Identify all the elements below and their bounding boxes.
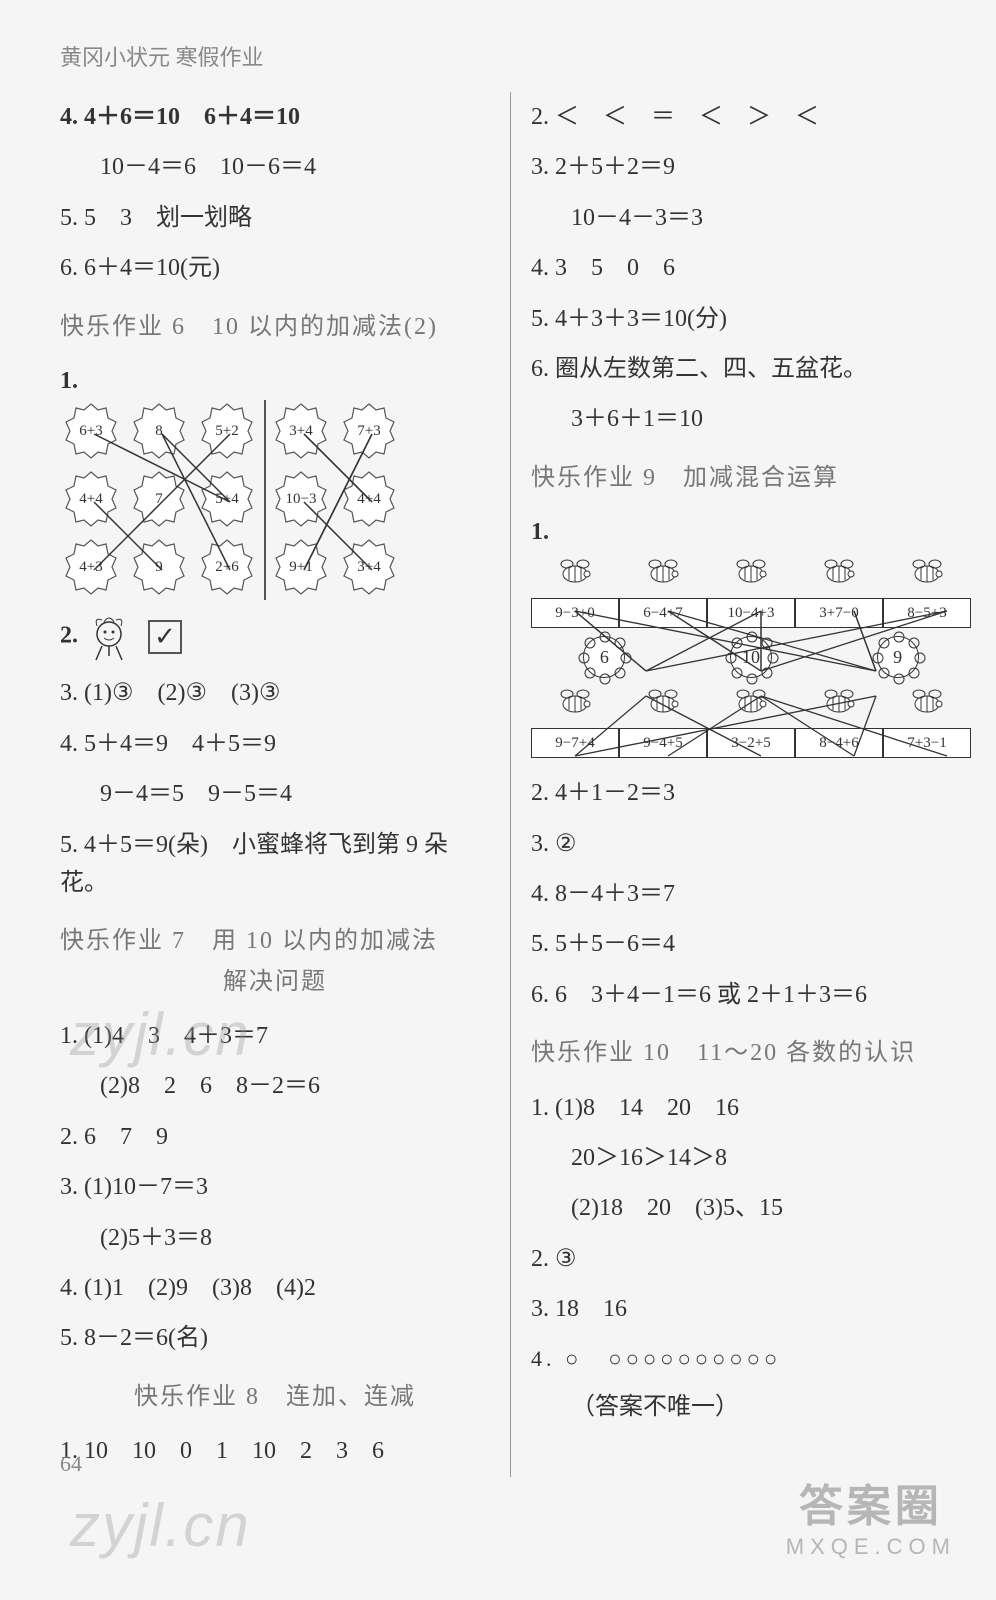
leaf-cell: 7 bbox=[128, 468, 190, 530]
ans-line: 4. 3 5 0 6 bbox=[531, 249, 971, 287]
bee-bottom: 9−7+4 bbox=[531, 686, 619, 758]
ans-line: 5. 5＋5－6＝4 bbox=[531, 925, 971, 963]
ans-line: 3. (1)10－7＝3 bbox=[60, 1168, 490, 1206]
q-label: 1. bbox=[531, 519, 549, 545]
ans-line: 2. 6 7 9 bbox=[60, 1118, 490, 1156]
ans-line: 3. 18 16 bbox=[531, 1290, 971, 1328]
leaf-cell: 10−3 bbox=[270, 468, 332, 530]
q-label: 2. bbox=[60, 623, 78, 649]
ans-line: (2)8 2 6 8－2＝6 bbox=[60, 1067, 490, 1105]
section-title: 快乐作业 6 10 以内的加减法(2) bbox=[60, 308, 490, 346]
page-number: 64 bbox=[60, 1451, 82, 1477]
ans-line: （答案不唯一） bbox=[531, 1388, 971, 1426]
section-title: 快乐作业 7 用 10 以内的加减法 bbox=[60, 922, 490, 960]
bee-top: 3+7−0 bbox=[795, 556, 883, 628]
ans-line: 1. (1)4 3 4＋3＝7 bbox=[60, 1017, 490, 1055]
ans-line: 5. 4＋5＝9(朵) 小蜜蜂将飞到第 9 朵花。 bbox=[60, 826, 490, 903]
bee-bottom: 9−4+5 bbox=[619, 686, 707, 758]
leaf-cell: 9+1 bbox=[270, 536, 332, 598]
leaf-cell: 3+4 bbox=[338, 536, 400, 598]
bee-top: 6−4+7 bbox=[619, 556, 707, 628]
flower-node: 9 bbox=[877, 636, 919, 678]
leaf-cell: 4+4 bbox=[338, 468, 400, 530]
ans-line: 2. 4＋1－2＝3 bbox=[531, 774, 971, 812]
ans-line: 3. (1)③ (2)③ (3)③ bbox=[60, 674, 490, 712]
bee-bottom: 8−4+6 bbox=[795, 686, 883, 758]
ans-line: 4. ○ ○○○○○○○○○○ bbox=[531, 1341, 971, 1376]
ans-line: 5. 8－2＝6(名) bbox=[60, 1319, 490, 1357]
ans-line: 4. 8－4＋3＝7 bbox=[531, 875, 971, 913]
ans-line: 4. 5＋4＝9 4＋5＝9 bbox=[60, 725, 490, 763]
q-label: 1. bbox=[60, 368, 78, 394]
flower-node: 6 bbox=[583, 636, 625, 678]
section-title: 快乐作业 8 连加、连减 bbox=[60, 1378, 490, 1416]
ans-line: 1. 10 10 0 1 10 2 3 6 bbox=[60, 1432, 490, 1470]
leaf-cell: 6+3 bbox=[60, 400, 122, 462]
leaf-cell: 4+3 bbox=[60, 536, 122, 598]
ans-line: 1. (1)8 14 20 16 bbox=[531, 1089, 971, 1127]
ans-line: 2. ③ bbox=[531, 1240, 971, 1278]
ans-line: 6. 6＋4＝10(元) bbox=[60, 249, 490, 287]
q2: 2. ✓ bbox=[60, 612, 490, 662]
ans-line: 6. 圈从左数第二、四、五盆花。 bbox=[531, 350, 971, 388]
leaf-cell: 5+4 bbox=[196, 468, 258, 530]
ans-line: (2)5＋3＝8 bbox=[60, 1219, 490, 1257]
leaf-cell: 7+3 bbox=[338, 400, 400, 462]
ans-line: 10－4＝6 10－6＝4 bbox=[60, 148, 490, 186]
leaf-cell: 5+2 bbox=[196, 400, 258, 462]
q1-bees: 1. 9−3+06−4+710−4+33+7−08−5+3 6 10 9 9−7+49−… bbox=[531, 513, 971, 762]
stamp: 答案圈 MXQE.COM bbox=[786, 1470, 956, 1560]
column-divider bbox=[510, 92, 511, 1477]
stamp-title: 答案圈 bbox=[786, 1470, 956, 1534]
section-title: 解决问题 bbox=[60, 963, 490, 1001]
checkmark: ✓ bbox=[148, 620, 182, 654]
left-column: 4. 4＋6＝10 6＋4＝10 10－4＝6 10－6＝4 5. 5 3 划一… bbox=[60, 92, 490, 1477]
ans-line: 4. 4＋6＝10 6＋4＝10 bbox=[60, 98, 490, 136]
leaf-cell: 8 bbox=[128, 400, 190, 462]
ans-line: 5. 4＋3＋3＝10(分) bbox=[531, 300, 971, 338]
bee-top: 9−3+0 bbox=[531, 556, 619, 628]
leaf-cell: 4+4 bbox=[60, 468, 122, 530]
ans-line: 2. ＜ ＜ ＝ ＜ ＞ ＜ bbox=[531, 98, 971, 136]
leaf-cell: 3+4 bbox=[270, 400, 332, 462]
ans-line: 3. 2＋5＋2＝9 bbox=[531, 148, 971, 186]
ans-line: 5. 5 3 划一划略 bbox=[60, 199, 490, 237]
ans-line: 4. (1)1 (2)9 (3)8 (4)2 bbox=[60, 1269, 490, 1307]
stamp-url: MXQE.COM bbox=[786, 1534, 956, 1560]
ans-line: (2)18 20 (3)5、15 bbox=[531, 1189, 971, 1227]
section-title: 快乐作业 10 11～20 各数的认识 bbox=[531, 1034, 971, 1072]
leaf-cell: 9 bbox=[128, 536, 190, 598]
ans-line: 6. 6 3＋4－1＝6 或 2＋1＋3＝6 bbox=[531, 976, 971, 1014]
flower-node: 10 bbox=[730, 636, 772, 678]
ans-line: 10－4－3＝3 bbox=[531, 199, 971, 237]
ans-line: 3＋6＋1＝10 bbox=[531, 400, 971, 438]
bee-top: 10−4+3 bbox=[707, 556, 795, 628]
page-header: 黄冈小状元 寒假作业 bbox=[60, 40, 966, 72]
ans-line: 3. ② bbox=[531, 825, 971, 863]
bee-bottom: 3−2+5 bbox=[707, 686, 795, 758]
q1-leaves: 1. 6+385+24+475+44+392+63+47+310−34+49+1… bbox=[60, 362, 490, 600]
bee-bottom: 7+3−1 bbox=[883, 686, 971, 758]
leaf-cell: 2+6 bbox=[196, 536, 258, 598]
ans-line: 20＞16＞14＞8 bbox=[531, 1139, 971, 1177]
right-column: 2. ＜ ＜ ＝ ＜ ＞ ＜ 3. 2＋5＋2＝9 10－4－3＝3 4. 3 … bbox=[531, 92, 971, 1477]
section-title: 快乐作业 9 加减混合运算 bbox=[531, 459, 971, 497]
ans-line: 9－4＝5 9－5＝4 bbox=[60, 775, 490, 813]
bee-top: 8−5+3 bbox=[883, 556, 971, 628]
child-icon bbox=[84, 612, 134, 662]
